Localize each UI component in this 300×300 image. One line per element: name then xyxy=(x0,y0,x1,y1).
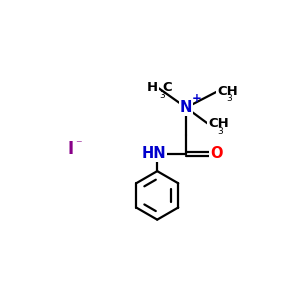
Text: C: C xyxy=(162,81,172,94)
Text: +: + xyxy=(192,92,202,105)
Text: 3: 3 xyxy=(226,94,232,103)
Text: ⁻: ⁻ xyxy=(75,138,81,151)
Text: 3: 3 xyxy=(217,127,223,136)
Text: 3: 3 xyxy=(159,91,165,100)
Text: H: H xyxy=(147,82,158,94)
Text: I: I xyxy=(68,140,74,158)
Text: CH: CH xyxy=(208,117,229,130)
Text: CH: CH xyxy=(217,85,238,98)
Text: O: O xyxy=(211,146,223,161)
Text: N: N xyxy=(180,100,192,115)
Text: HN: HN xyxy=(141,146,166,161)
